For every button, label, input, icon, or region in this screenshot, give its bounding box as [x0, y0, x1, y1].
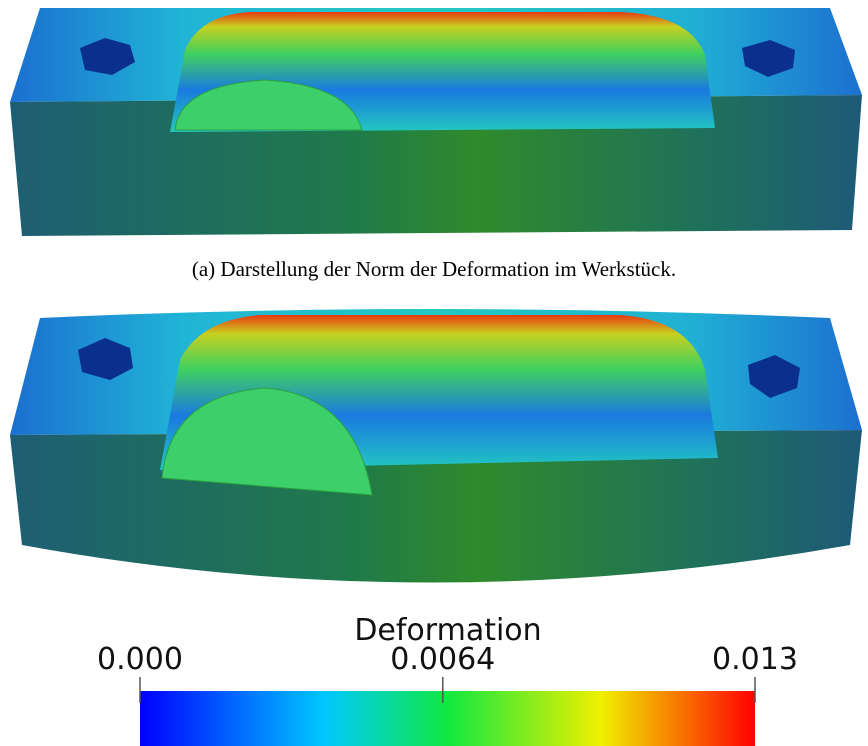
figure: (a) Darstellung der Norm der Deformation… [0, 0, 868, 746]
tick-label: 0.000 [97, 642, 183, 677]
render-bottom [10, 309, 862, 583]
caption: (a) Darstellung der Norm der Deformation… [192, 257, 676, 281]
tick-label: 0.013 [712, 642, 798, 677]
tick-label: 0.0064 [390, 642, 495, 677]
colorbar [140, 691, 755, 746]
render-top [10, 8, 862, 236]
